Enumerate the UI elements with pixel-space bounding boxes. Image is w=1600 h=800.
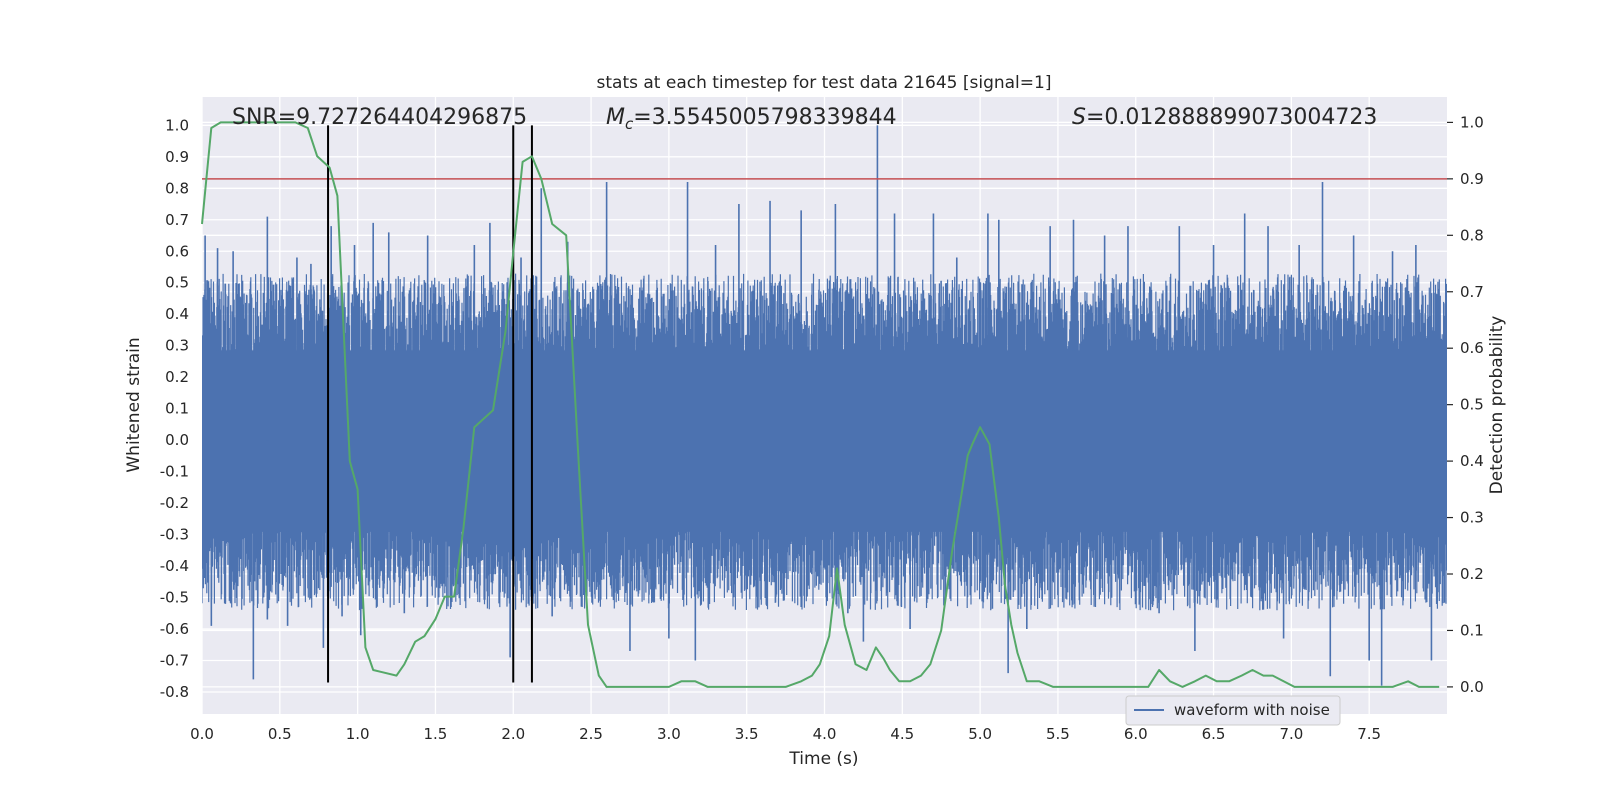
right-axis-label: Detection probability: [1487, 316, 1507, 495]
s-symbol: S: [1072, 105, 1086, 130]
x-tick-label: 3.0: [657, 725, 681, 743]
left-tick-label: -0.3: [160, 526, 189, 544]
x-tick-label: 4.5: [890, 725, 914, 743]
left-tick-label: 0.5: [165, 274, 189, 292]
left-tick-label: 0.9: [165, 148, 189, 166]
x-tick-label: 0.0: [190, 725, 214, 743]
left-axis-ticks: 1.0 0.9 0.8 0.7 0.6 0.5 0.4 0.3 0.2 0.1 0.0 -0.1 -0.…: [160, 116, 189, 701]
strain-core-band: [202, 350, 1447, 532]
right-tick-label: 0.1: [1460, 621, 1484, 639]
right-tick-label: 0.9: [1460, 170, 1484, 188]
x-axis-label: Time (s): [788, 749, 858, 769]
s-annotation: S=0.012888899073004723: [1072, 105, 1377, 130]
vertical-markers: [327, 125, 533, 683]
left-tick-label: 0.7: [165, 211, 189, 229]
left-tick-label: 0.8: [165, 179, 189, 197]
mc-value: =3.5545005798339844: [633, 105, 896, 130]
left-tick-label: 0.1: [165, 400, 189, 418]
s-value: =0.012888899073004723: [1086, 105, 1377, 130]
x-tick-label: 6.5: [1202, 725, 1226, 743]
left-tick-label: 0.0: [165, 431, 189, 449]
x-tick-label: 2.0: [501, 725, 525, 743]
left-tick-label: -0.6: [160, 620, 189, 638]
left-tick-label: -0.8: [160, 683, 189, 701]
left-axis-label: Whitened strain: [124, 337, 144, 472]
right-tick-label: 0.8: [1460, 226, 1484, 244]
right-tick-label: 1.0: [1460, 113, 1484, 131]
x-tick-label: 5.5: [1046, 725, 1070, 743]
x-axis-ticks: 0.0 0.5 1.0 1.5 2.0 2.5 3.0 3.5 4.0 4.5 5.0 5.5 6.0 6…: [190, 725, 1381, 743]
right-tick-label: 0.6: [1460, 339, 1484, 357]
mc-symbol: M: [606, 105, 625, 130]
x-tick-label: 4.0: [813, 725, 837, 743]
x-tick-label: 7.0: [1279, 725, 1303, 743]
snr-annotation: SNR=9.727264404296875: [232, 105, 527, 130]
left-tick-label: 0.4: [165, 305, 189, 323]
right-tick-label: 0.5: [1460, 396, 1484, 414]
legend-entry-waveform: waveform with noise: [1174, 701, 1330, 719]
left-tick-label: 1.0: [165, 116, 189, 134]
x-tick-label: 7.5: [1357, 725, 1381, 743]
legend: waveform with noise: [1125, 695, 1341, 726]
left-tick-label: -0.2: [160, 494, 189, 512]
x-tick-label: 1.0: [346, 725, 370, 743]
right-tick-label: 0.7: [1460, 283, 1484, 301]
chart-title: stats at each timestep for test data 216…: [597, 73, 1052, 93]
right-tick-label: 0.3: [1460, 509, 1484, 527]
left-tick-label: 0.2: [165, 368, 189, 386]
right-axis-ticks: 1.0 0.9 0.8 0.7 0.6 0.5 0.4 0.3 0.2 0.1 0.0: [1447, 113, 1484, 696]
probability-series: [201, 121, 1440, 688]
left-tick-label: -0.4: [160, 557, 189, 575]
x-tick-label: 1.5: [424, 725, 448, 743]
x-tick-label: 0.5: [268, 725, 292, 743]
chirp-mass-annotation: Mc=3.5545005798339844: [606, 105, 897, 133]
x-tick-label: 2.5: [579, 725, 603, 743]
left-tick-label: -0.7: [160, 651, 189, 669]
legend-box: [1125, 695, 1341, 726]
probability-line: [201, 121, 1440, 688]
x-tick-label: 5.0: [968, 725, 992, 743]
left-tick-label: 0.3: [165, 337, 189, 355]
left-tick-label: -0.5: [160, 589, 189, 607]
left-tick-label: -0.1: [160, 463, 189, 481]
mc-subscript: c: [625, 115, 634, 133]
x-tick-label: 3.5: [735, 725, 759, 743]
left-tick-label: 0.6: [165, 242, 189, 260]
right-tick-label: 0.4: [1460, 452, 1484, 470]
strain-series: [202, 125, 1447, 686]
x-tick-label: 6.0: [1124, 725, 1148, 743]
right-tick-label: 0.2: [1460, 565, 1484, 583]
right-tick-label: 0.0: [1460, 678, 1484, 696]
